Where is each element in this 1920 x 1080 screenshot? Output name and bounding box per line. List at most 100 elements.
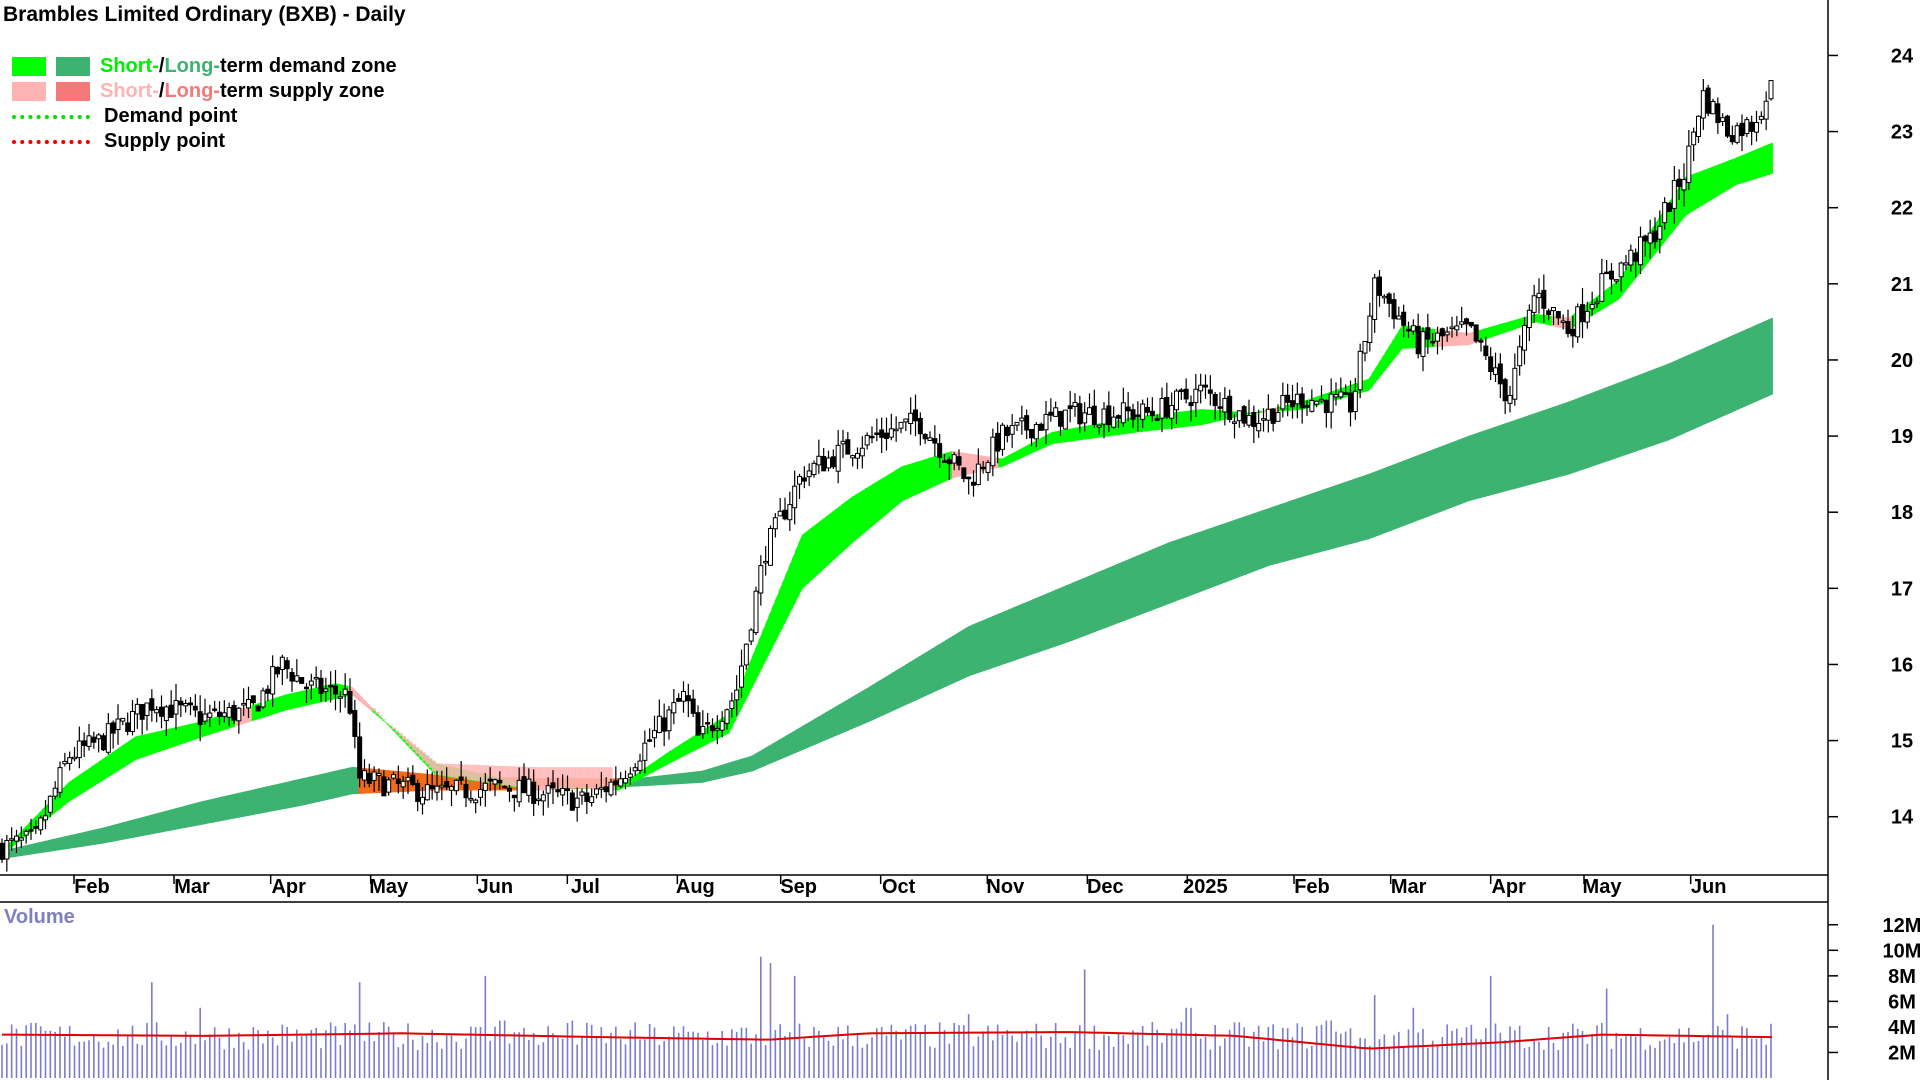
candle-body [1599, 273, 1605, 302]
candle-body [618, 778, 624, 787]
candle-body [521, 776, 527, 794]
candle-body [540, 794, 546, 802]
time-tick-label: May [1583, 876, 1623, 898]
candle-body [255, 705, 261, 712]
candle-body [1343, 392, 1349, 395]
candle-body [1357, 350, 1363, 391]
candle-body [806, 470, 812, 478]
candle-body [647, 739, 653, 742]
candle-body [1488, 356, 1494, 373]
candle-body [560, 787, 566, 796]
candle-body [565, 788, 570, 792]
short-supply-overlay [482, 765, 486, 782]
short-supply-overlay [575, 767, 580, 789]
candle-body [1589, 303, 1595, 310]
candle-body [1062, 409, 1068, 430]
candle-body [763, 560, 769, 564]
candle-body [1628, 249, 1634, 266]
candle-body [279, 656, 285, 670]
candle-body [492, 779, 498, 785]
candle-body [1222, 397, 1228, 413]
supply-point-swatch [12, 139, 90, 144]
candlesticks [0, 78, 1774, 872]
candle-body [932, 438, 938, 444]
candle-body [502, 785, 508, 789]
short-zone-segment [1768, 142, 1773, 175]
candle-body [333, 685, 338, 695]
candle-body [1435, 332, 1440, 342]
candle-body [797, 475, 802, 485]
candle-body [67, 757, 73, 764]
candle-body [681, 690, 686, 702]
short-supply-overlay [428, 757, 433, 768]
candle-body [91, 736, 97, 743]
candle-body [1546, 310, 1552, 315]
candle-body [1309, 400, 1315, 412]
candle-body [874, 432, 880, 436]
candle-body [1410, 325, 1416, 332]
short-supply-overlay [398, 733, 403, 737]
candle-body [1560, 320, 1566, 324]
candle-body [685, 695, 691, 702]
volume-title: Volume [4, 906, 75, 928]
candle-body [250, 695, 256, 704]
candle-body [1207, 389, 1213, 394]
candle-body [830, 456, 836, 468]
candle-body [289, 672, 295, 682]
candle-body [946, 459, 952, 465]
candle-body [212, 708, 218, 711]
candle-body [1265, 408, 1271, 421]
legend-supply-label: term supply zone [219, 80, 385, 102]
candle-body [869, 435, 875, 439]
candle-body [1526, 309, 1532, 329]
candle-body [1164, 397, 1170, 418]
candle-body [598, 787, 604, 790]
candle-body [357, 736, 363, 779]
legend: Short- / Long-term demand zone Short- / … [12, 54, 397, 154]
candle-body [550, 782, 556, 789]
short-supply-overlay [485, 765, 490, 783]
candle-body [1642, 235, 1648, 242]
candle-body [777, 510, 783, 517]
long-zone-segment [1768, 317, 1773, 397]
candle-body [676, 697, 682, 702]
candle-body [811, 462, 817, 476]
candle-body [1749, 121, 1755, 132]
short-supply-overlay [602, 767, 606, 790]
candle-body [1058, 410, 1063, 427]
candle-body [308, 680, 314, 686]
short-supply-overlay [552, 767, 556, 790]
candle-body [0, 842, 5, 860]
short-supply-overlay [375, 711, 380, 715]
candle-body [1502, 379, 1508, 402]
short-supply-overlay [572, 767, 576, 789]
volume-average-line [1, 1031, 1773, 1050]
demand-point-swatch [12, 114, 90, 119]
candle-body [942, 460, 947, 463]
price-tick-label: 24 [1891, 45, 1914, 67]
candle-body [221, 712, 227, 717]
short-supply-overlay [535, 767, 540, 791]
candle-body [1763, 100, 1769, 120]
candle-body [487, 778, 493, 782]
short-zone-segment [365, 700, 370, 710]
candle-body [840, 440, 846, 445]
candle-body [1734, 125, 1740, 143]
candle-body [1406, 328, 1411, 332]
candle-body [1439, 328, 1445, 337]
candle-body [569, 792, 575, 811]
candle-body [1077, 403, 1083, 425]
candle-body [859, 447, 865, 457]
legend-short-label: Short- [100, 80, 159, 102]
price-tick-label: 20 [1891, 350, 1913, 372]
candle-body [1623, 262, 1629, 266]
candle-body [231, 704, 237, 721]
candle-body [1236, 410, 1242, 422]
legend-long-label: Long- [164, 80, 220, 102]
short-supply-overlay [502, 765, 506, 785]
candle-body [1154, 418, 1160, 421]
candle-body [1270, 408, 1276, 424]
legend-sep: / [158, 80, 165, 102]
short-supply-overlay [465, 764, 470, 780]
candle-body [1314, 400, 1320, 405]
